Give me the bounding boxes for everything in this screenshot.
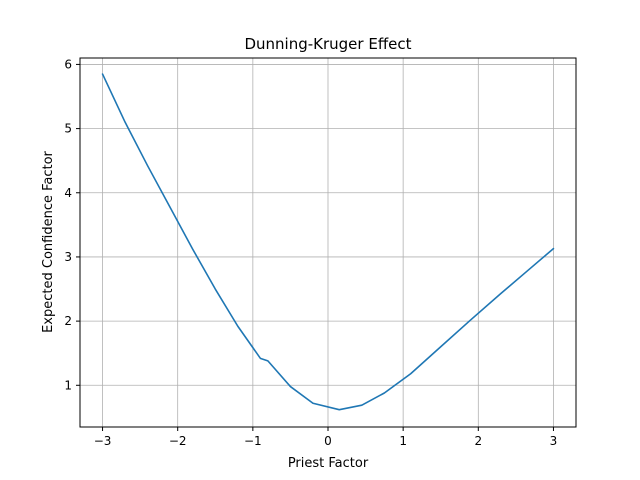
y-tick-label: 6	[64, 57, 72, 71]
y-tick-label: 1	[64, 378, 72, 392]
y-tick-label: 5	[64, 122, 72, 136]
y-tick-label: 4	[64, 186, 72, 200]
x-tick-label: 1	[399, 434, 407, 448]
x-axis-label: Priest Factor	[288, 456, 369, 471]
x-tick-label: 2	[474, 434, 482, 448]
x-tick-label: −2	[169, 434, 187, 448]
chart-title: Dunning-Kruger Effect	[244, 35, 411, 53]
x-tick-label: −1	[244, 434, 262, 448]
x-tick-label: 3	[550, 434, 558, 448]
series-layer	[101, 73, 555, 411]
grid-lines	[80, 58, 576, 427]
x-tick-label: −3	[94, 434, 112, 448]
axis-ticks: −3 −2 −1 0 1 2 3 1 2 3 4 5 6	[64, 57, 557, 448]
y-axis-label: Expected Confidence Factor	[41, 150, 56, 332]
series-line	[101, 73, 555, 411]
x-tick-label: 0	[324, 434, 332, 448]
y-tick-label: 3	[64, 250, 72, 264]
y-tick-label: 2	[64, 314, 72, 328]
